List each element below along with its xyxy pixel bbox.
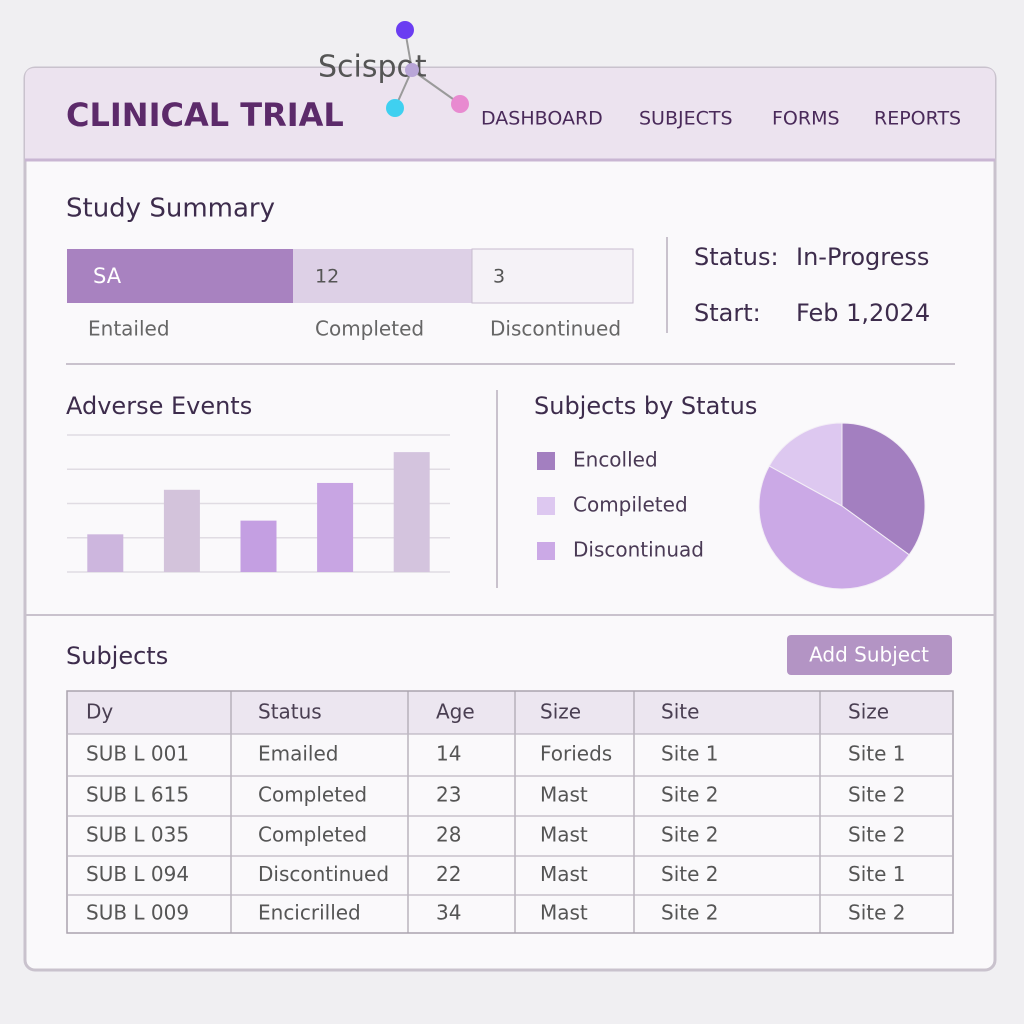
table-cell: 28 <box>436 823 461 847</box>
column-header: Dy <box>86 700 113 724</box>
column-header: Size <box>540 700 581 724</box>
chart-title: Subjects by Status <box>534 392 757 420</box>
logo-dot <box>396 21 414 39</box>
table-cell: Discontinued <box>258 862 389 886</box>
segment-label: Discontinued <box>490 317 621 341</box>
summary-segment <box>67 249 293 303</box>
app-title: CLINICAL TRIAL <box>66 96 344 134</box>
table-cell: Mast <box>540 862 588 886</box>
column-header: Status <box>258 700 322 724</box>
pie-slice <box>758 465 910 590</box>
bar <box>393 452 430 572</box>
status-value: In-Progress <box>796 243 929 271</box>
bar <box>240 520 277 572</box>
legend-swatch <box>537 497 555 515</box>
segment-value: SA <box>93 264 122 288</box>
pie-slice <box>768 422 843 507</box>
table-cell: Completed <box>258 823 367 847</box>
section-title: Study Summary <box>66 194 275 224</box>
table-cell: 34 <box>436 901 461 925</box>
button-label[interactable]: Add Subject <box>809 643 929 667</box>
start-label: Start: <box>694 299 761 327</box>
segment-label: Entailed <box>88 317 170 341</box>
table-header <box>67 691 953 734</box>
bar <box>163 489 200 572</box>
table-cell: Forieds <box>540 742 612 766</box>
table-cell: Site 2 <box>661 823 718 847</box>
table-cell: Completed <box>258 783 367 807</box>
start-value: Feb 1,2024 <box>796 299 930 327</box>
column-header: Site <box>661 700 699 724</box>
table-cell: Site 2 <box>661 862 718 886</box>
column-header: Size <box>848 700 889 724</box>
column-header: Age <box>436 700 475 724</box>
bar <box>317 482 354 572</box>
table-cell: SUB L 615 <box>86 783 189 807</box>
table-cell: Site 2 <box>661 783 718 807</box>
legend-label: Compileted <box>573 493 688 517</box>
table-cell: Site 2 <box>848 901 905 925</box>
segment-value: 3 <box>493 266 505 288</box>
table-cell: SUB L 009 <box>86 901 189 925</box>
logo-dot <box>451 95 469 113</box>
legend-swatch <box>537 452 555 470</box>
section-title: Subjects <box>66 642 168 670</box>
legend-swatch <box>537 542 555 560</box>
table-cell: Mast <box>540 783 588 807</box>
table-cell: Site 1 <box>848 742 905 766</box>
nav-link[interactable]: FORMS <box>772 108 840 130</box>
table-cell: Site 2 <box>661 901 718 925</box>
legend-label: Discontinuad <box>573 538 704 562</box>
logo-dot <box>386 99 404 117</box>
pie-slice <box>841 422 926 556</box>
table-cell: Site 2 <box>848 783 905 807</box>
segment-label: Completed <box>315 317 424 341</box>
table-border <box>66 690 954 934</box>
table-cell: SUB L 035 <box>86 823 189 847</box>
table-cell: 14 <box>436 742 461 766</box>
nav-link[interactable]: REPORTS <box>874 108 961 130</box>
table-cell: Site 1 <box>661 742 718 766</box>
table-cell: Mast <box>540 823 588 847</box>
table-cell: Mast <box>540 901 588 925</box>
header-bar <box>25 68 995 160</box>
logo-dot <box>405 63 419 77</box>
chart-title: Adverse Events <box>66 392 252 420</box>
table-cell: Encicrilled <box>258 901 361 925</box>
nav-link[interactable]: DASHBOARD <box>481 108 603 130</box>
bar <box>87 534 124 572</box>
summary-segment <box>293 249 472 303</box>
summary-segment <box>471 248 634 304</box>
legend-label: Encolled <box>573 448 658 472</box>
table-cell: Site 1 <box>848 862 905 886</box>
table-cell: SUB L 094 <box>86 862 189 886</box>
segment-value: 12 <box>315 266 339 288</box>
table-cell: Emailed <box>258 742 339 766</box>
table-cell: 23 <box>436 783 461 807</box>
table-cell: 22 <box>436 862 461 886</box>
table-cell: SUB L 001 <box>86 742 189 766</box>
add-subject-button[interactable] <box>787 635 952 675</box>
nav-link[interactable]: SUBJECTS <box>639 108 733 130</box>
table-cell: Site 2 <box>848 823 905 847</box>
status-label: Status: <box>694 243 779 271</box>
